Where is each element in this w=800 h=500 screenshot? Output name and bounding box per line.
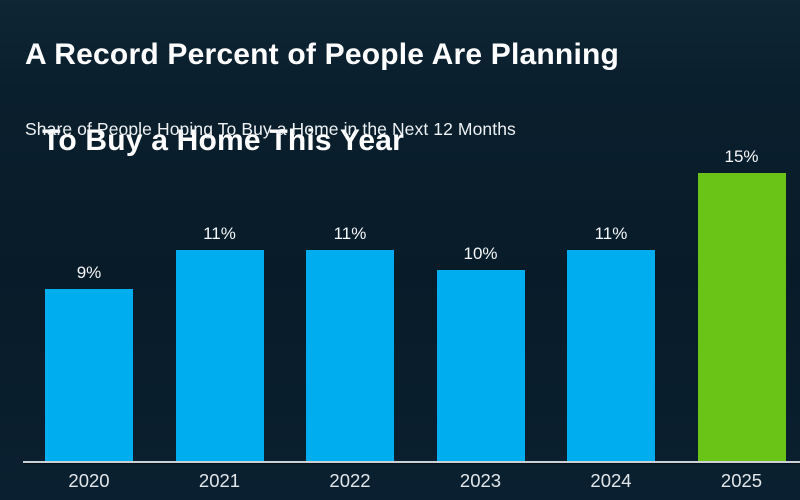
- bar-2020: [45, 289, 133, 463]
- chart-subtitle: Share of People Hoping To Buy a Home in …: [25, 119, 516, 139]
- bar-group-2020: 9% 2020: [45, 0, 133, 500]
- bar-group-2023: 10% 2023: [436, 0, 525, 500]
- bar-value-label-2024: 11%: [594, 224, 628, 244]
- chart-title-line1: A Record Percent of People Are Planning: [25, 38, 620, 71]
- bar-2025: [697, 173, 786, 463]
- bar-value-label-2022: 11%: [333, 224, 367, 244]
- bar-group-2021: 11% 2021: [175, 0, 264, 500]
- bar-group-2024: 11% 2024: [567, 0, 655, 500]
- bar-value-label-2025: 15%: [724, 147, 759, 167]
- chart-title: A Record Percent of People Are Planning …: [25, 33, 619, 162]
- chart-title-line2: To Buy a Home This Year: [42, 124, 405, 157]
- x-tick-label-2021: 2021: [198, 470, 241, 491]
- x-tick-label-2022: 2022: [329, 470, 371, 491]
- bar-value-label-2020: 9%: [76, 263, 102, 283]
- bar-2022: [306, 250, 394, 463]
- bar-2023: [436, 269, 525, 463]
- footer-accent-bar: [0, 492, 800, 500]
- bar-group-2022: 11% 2022: [306, 0, 394, 500]
- bar-value-label-2021: 11%: [203, 224, 236, 244]
- bar-value-label-2023: 10%: [463, 243, 498, 263]
- x-tick-label-2020: 2020: [68, 470, 110, 491]
- x-tick-label-2025: 2025: [720, 470, 763, 491]
- x-tick-label-2024: 2024: [590, 470, 632, 491]
- bar-2021: [175, 250, 264, 463]
- x-tick-label-2023: 2023: [459, 470, 502, 491]
- x-axis-baseline: [23, 461, 800, 463]
- bar-2024: [567, 250, 655, 463]
- bar-group-2025: 15% 2025: [697, 0, 786, 500]
